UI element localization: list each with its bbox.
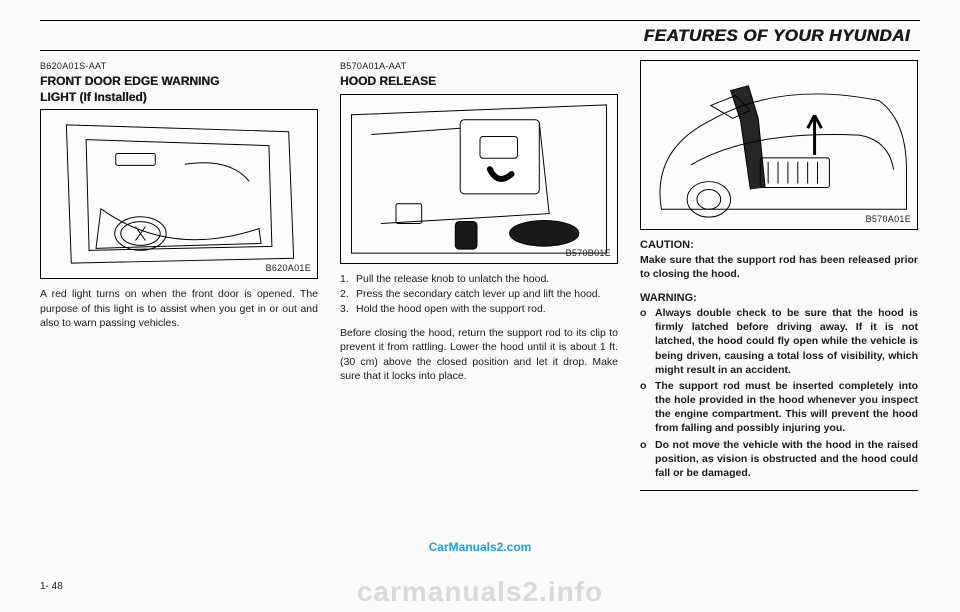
divider-bottom-col3 bbox=[640, 490, 918, 491]
figure-door-light: B620A01E bbox=[40, 109, 318, 279]
ref-code: B620A01S-AAT bbox=[40, 60, 318, 72]
body-text: Before closing the hood, return the supp… bbox=[340, 326, 618, 383]
page-content: FEATURES OF YOUR HYUNDAI B620A01S-AAT FR… bbox=[40, 20, 920, 580]
warning-list: Always double check to be sure that the … bbox=[640, 306, 918, 480]
caution-body: Make sure that the support rod has been … bbox=[640, 253, 918, 281]
warning-item: Do not move the vehicle with the hood in… bbox=[640, 438, 918, 481]
hood-support-illustration bbox=[641, 61, 917, 229]
divider-top bbox=[40, 20, 920, 21]
step-item: Hold the hood open with the support rod. bbox=[340, 302, 618, 316]
warning-item: Always double check to be sure that the … bbox=[640, 306, 918, 377]
divider-under-header bbox=[40, 50, 920, 51]
page-header: FEATURES OF YOUR HYUNDAI bbox=[644, 26, 910, 46]
title-line-1: FRONT DOOR EDGE WARNING bbox=[40, 74, 219, 88]
figure-caption: B570A01E bbox=[866, 213, 911, 225]
warning-item: The support rod must be inserted complet… bbox=[640, 379, 918, 436]
body-text: A red light turns on when the front door… bbox=[40, 287, 318, 330]
figure-caption: B570B01E bbox=[566, 247, 611, 259]
warning-label: WARNING: bbox=[640, 291, 918, 306]
title-line-2: LIGHT (If Installed) bbox=[40, 90, 147, 104]
section-title: HOOD RELEASE bbox=[340, 74, 618, 90]
figure-hood-release: B570B01E bbox=[340, 94, 618, 264]
columns: B620A01S-AAT FRONT DOOR EDGE WARNING LIG… bbox=[40, 60, 920, 491]
hood-release-illustration bbox=[341, 95, 617, 263]
caution-label: CAUTION: bbox=[640, 238, 918, 253]
step-item: Press the secondary catch lever up and l… bbox=[340, 287, 618, 301]
column-2: B570A01A-AAT HOOD RELEASE B570B01E Pull … bbox=[340, 60, 618, 491]
step-item: Pull the release knob to unlatch the hoo… bbox=[340, 272, 618, 286]
door-illustration bbox=[41, 110, 317, 278]
column-3: B570A01E CAUTION: Make sure that the sup… bbox=[640, 60, 918, 491]
steps-list: Pull the release knob to unlatch the hoo… bbox=[340, 272, 618, 317]
page-number: 1- 48 bbox=[40, 581, 63, 592]
watermark-large: carmanuals2.info bbox=[0, 576, 960, 608]
figure-hood-support: B570A01E bbox=[640, 60, 918, 230]
figure-caption: B620A01E bbox=[266, 262, 311, 274]
ref-code: B570A01A-AAT bbox=[340, 60, 618, 72]
column-1: B620A01S-AAT FRONT DOOR EDGE WARNING LIG… bbox=[40, 60, 318, 491]
section-title: FRONT DOOR EDGE WARNING LIGHT (If Instal… bbox=[40, 74, 318, 105]
